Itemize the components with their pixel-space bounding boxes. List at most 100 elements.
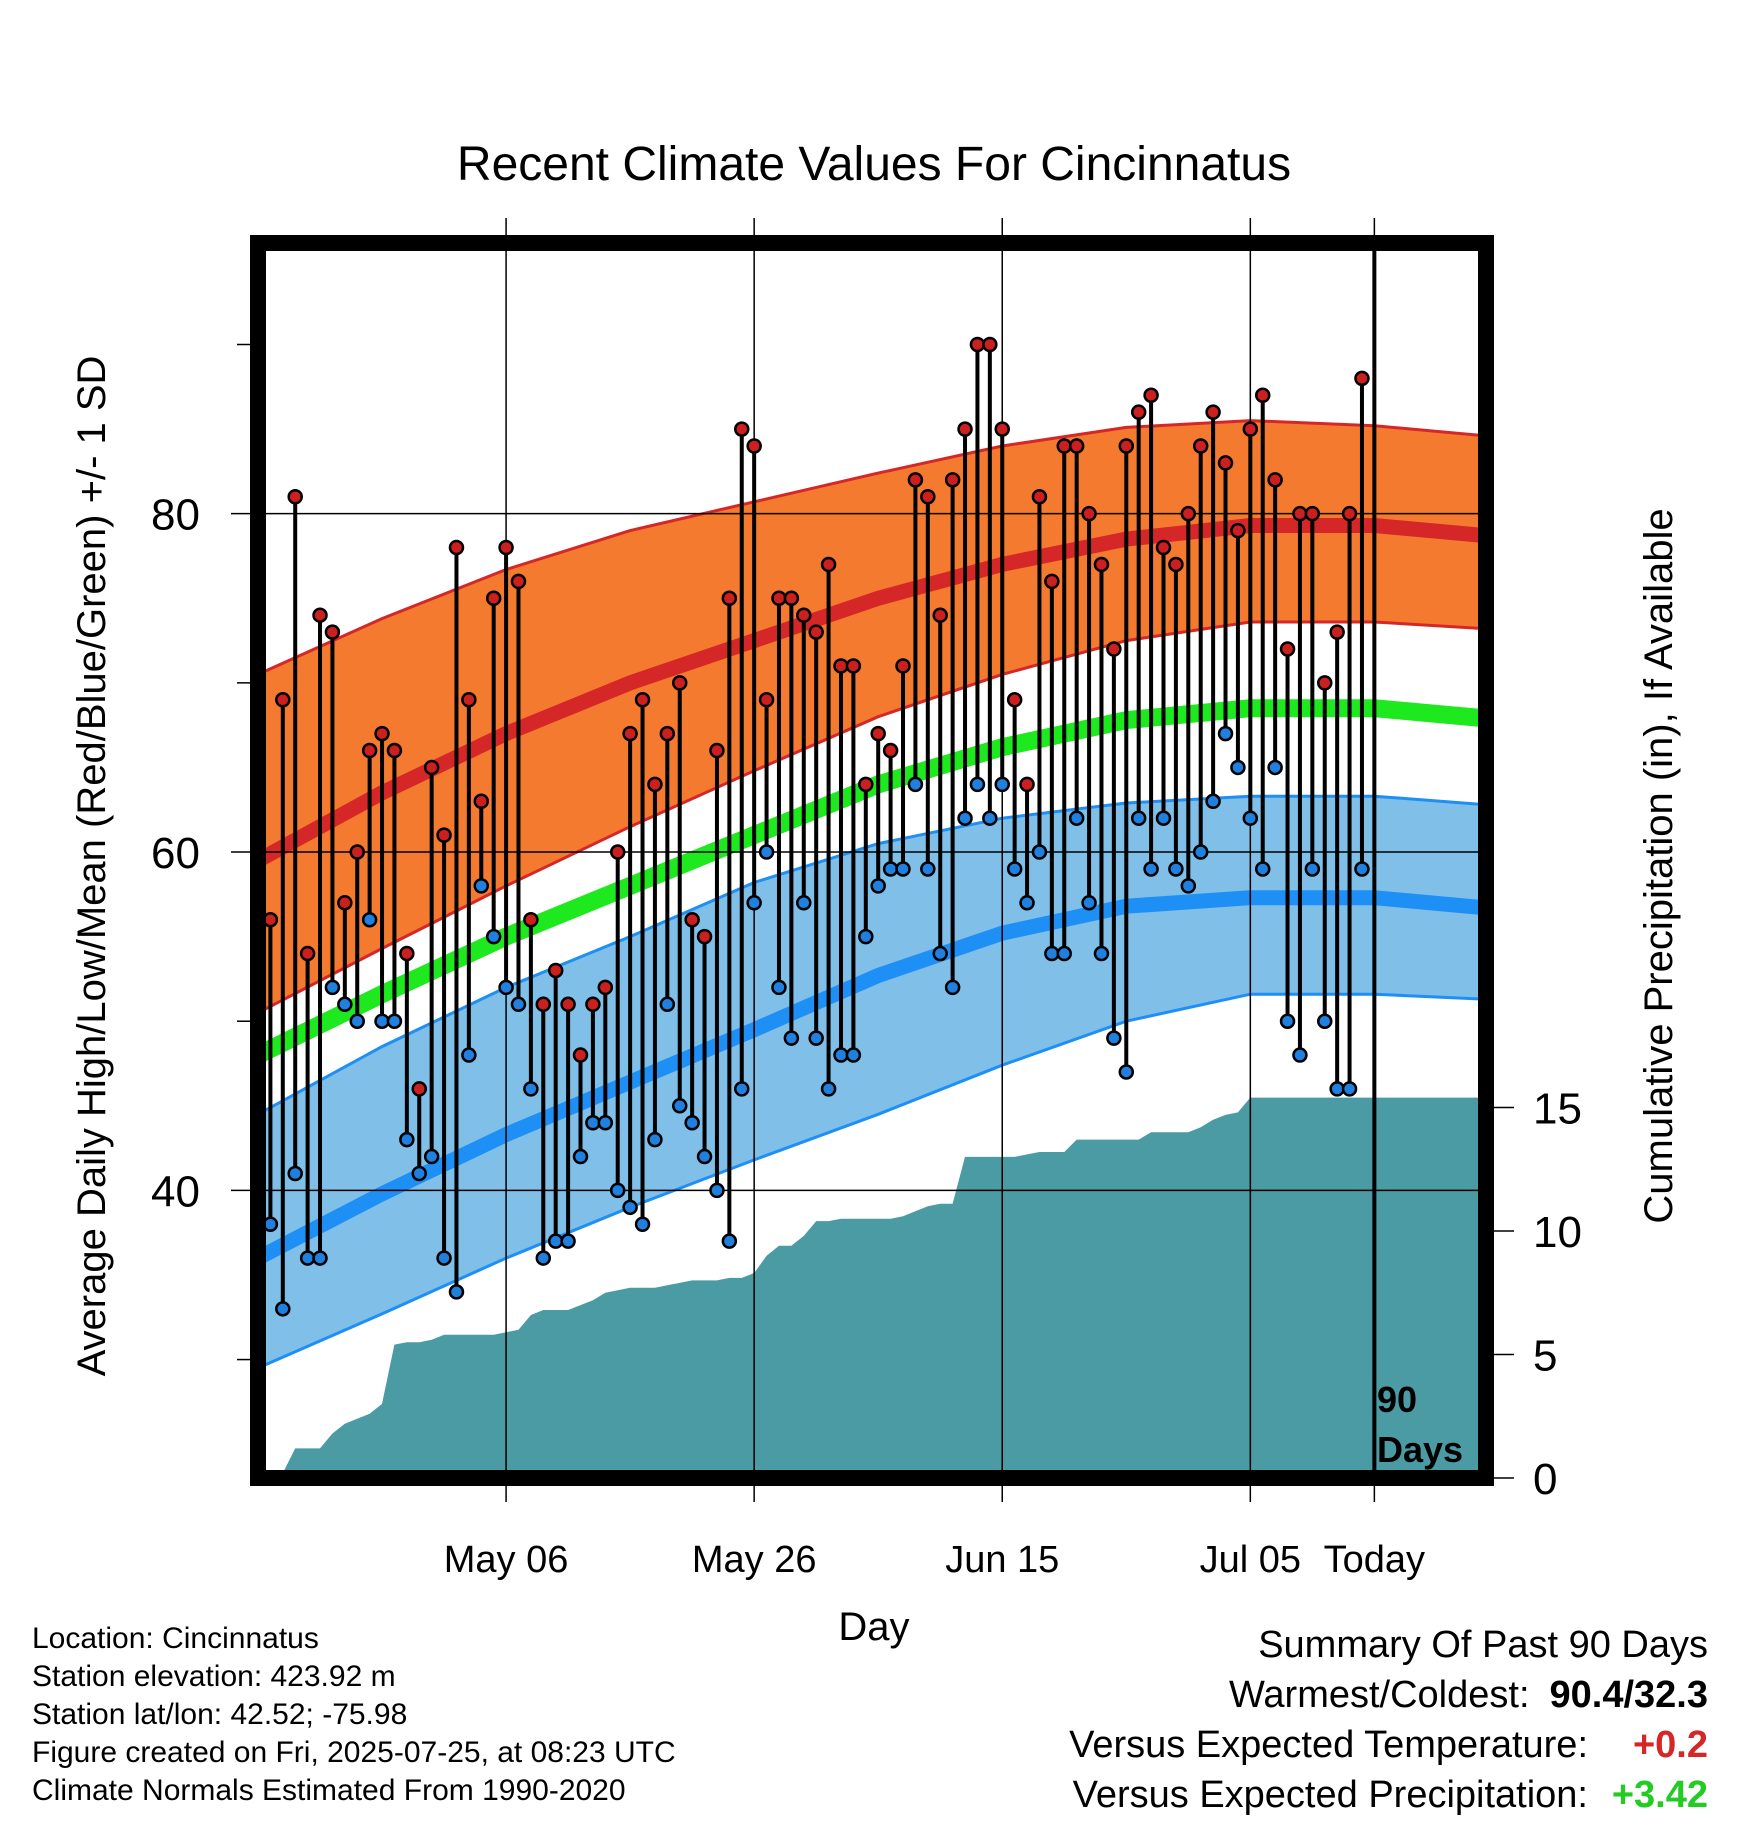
daily-high-point	[374, 725, 390, 742]
summary-heading: Summary Of Past 90 Days	[1258, 1624, 1708, 1666]
daily-high-point	[1329, 624, 1345, 640]
daily-high-point	[746, 438, 762, 454]
daily-low-point	[721, 1233, 738, 1249]
daily-high-point	[709, 742, 725, 759]
daily-low-point	[1093, 945, 1110, 962]
daily-high-point	[1279, 641, 1296, 657]
today-label-line2: Days	[1377, 1429, 1463, 1470]
daily-high-point	[994, 421, 1010, 437]
daily-low-point	[1329, 1081, 1345, 1097]
daily-high-point	[634, 692, 651, 708]
daily-low-point	[374, 1013, 390, 1029]
daily-high-point	[1081, 505, 1097, 522]
daily-low-point	[585, 1114, 601, 1131]
daily-high-point	[473, 793, 490, 810]
daily-low-point	[1056, 945, 1073, 962]
daily-low-point	[1180, 878, 1197, 894]
low-normal-line	[258, 890, 1486, 1265]
daily-low-point	[1130, 810, 1147, 826]
x-axis-label: Day	[838, 1605, 909, 1649]
daily-high-point	[1031, 489, 1048, 505]
daily-low-point	[845, 1047, 862, 1063]
daily-high-point	[461, 692, 477, 708]
daily-high-point	[411, 1081, 428, 1097]
daily-low-point	[1304, 861, 1321, 877]
plot-frame	[250, 235, 1494, 1486]
daily-high-point	[870, 725, 886, 742]
daily-high-point	[671, 675, 688, 691]
daily-low-point	[411, 1165, 428, 1182]
daily-high-point	[386, 742, 403, 759]
daily-low-point	[1118, 1064, 1135, 1080]
temp-anomaly-label: Versus Expected Temperature:	[1069, 1724, 1588, 1766]
daily-low-point	[982, 810, 998, 826]
temp-anomaly-row: Versus Expected Temperature: +0.2	[1069, 1720, 1708, 1770]
daily-high-point	[1292, 505, 1308, 522]
daily-high-point	[1155, 539, 1172, 556]
daily-low-point	[287, 1165, 303, 1182]
daily-high-point	[1230, 522, 1246, 539]
y-axis-label: Average Daily High/Low/Mean (Red/Blue/Gr…	[70, 356, 114, 1377]
daily-low-point	[1155, 810, 1172, 826]
daily-low-point	[1143, 861, 1159, 877]
daily-high-point	[324, 624, 341, 640]
daily-low-point	[820, 1081, 837, 1097]
daily-high-point	[734, 421, 750, 437]
daily-high-point	[275, 692, 291, 708]
daily-low-point	[1192, 844, 1209, 860]
daily-low-point	[920, 861, 936, 877]
daily-high-point	[510, 573, 527, 590]
daily-high-point	[1254, 387, 1271, 404]
x-tick-label: Today	[1324, 1539, 1425, 1581]
daily-high-point	[758, 692, 775, 708]
daily-low-point	[1242, 810, 1259, 826]
daily-low-point	[1316, 1013, 1333, 1029]
daily-high-point	[833, 658, 849, 674]
daily-low-point	[1267, 759, 1283, 776]
daily-low-point	[299, 1250, 316, 1266]
daily-high-point	[1341, 505, 1358, 522]
daily-low-point	[796, 895, 812, 911]
daily-high-point	[312, 607, 328, 623]
daily-low-point	[572, 1148, 589, 1165]
daily-low-point	[647, 1131, 663, 1148]
daily-low-point	[634, 1216, 651, 1232]
daily-low-point	[771, 979, 787, 996]
daily-low-point	[746, 895, 762, 911]
daily-high-point	[1106, 641, 1122, 657]
precip-anomaly-value: +3.42	[1611, 1774, 1708, 1816]
daily-low-point	[1068, 810, 1085, 826]
daily-low-point	[547, 1233, 564, 1249]
daily-high-point	[436, 827, 452, 843]
daily-low-point	[498, 979, 514, 996]
daily-high-point	[957, 421, 973, 437]
warmest-coldest-row: Warmest/Coldest: 90.4/32.3	[1069, 1670, 1708, 1720]
daily-high-point	[1354, 370, 1370, 387]
daily-low-point	[907, 776, 924, 793]
daily-high-point	[1130, 404, 1147, 420]
daily-high-point	[523, 911, 539, 928]
daily-low-point	[510, 996, 527, 1013]
daily-low-point	[994, 776, 1010, 793]
daily-high-point	[1192, 438, 1209, 454]
daily-high-point	[684, 911, 700, 928]
y-tick-label: 60	[151, 829, 200, 878]
daily-low-point	[1168, 861, 1184, 877]
x-tick-label: Jun 15	[945, 1539, 1059, 1581]
daily-low-point	[1106, 1030, 1122, 1046]
x-tick-label: Jul 05	[1200, 1539, 1301, 1581]
daily-high-point	[547, 962, 564, 979]
daily-low-point	[734, 1081, 750, 1097]
daily-high-point	[1316, 675, 1333, 691]
daily-high-point	[920, 489, 936, 505]
daily-high-point	[982, 336, 998, 353]
y2-tick-label: 10	[1533, 1208, 1582, 1257]
daily-low-point	[560, 1233, 576, 1249]
daily-high-point	[498, 539, 514, 556]
daily-low-point	[1341, 1081, 1358, 1097]
daily-low-point	[1254, 861, 1271, 877]
daily-high-point	[597, 979, 614, 996]
daily-low-point	[808, 1030, 824, 1046]
daily-low-point	[448, 1284, 465, 1300]
daily-low-point	[957, 810, 973, 826]
